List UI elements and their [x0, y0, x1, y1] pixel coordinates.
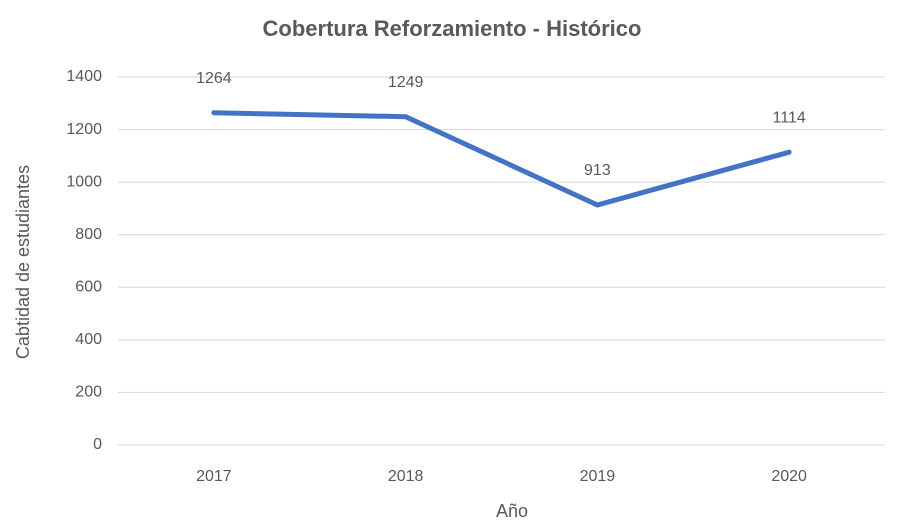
chart-title: Cobertura Reforzamiento - Histórico: [263, 16, 642, 41]
y-tick-label: 0: [93, 436, 102, 453]
x-tick-label: 2020: [771, 468, 807, 485]
y-tick-label: 1400: [66, 68, 102, 85]
x-tick-label: 2017: [196, 468, 232, 485]
y-tick-label: 200: [75, 384, 102, 401]
y-tick-label: 800: [75, 226, 102, 243]
data-label: 913: [584, 162, 611, 179]
line: [211, 110, 792, 208]
data-label: 1249: [388, 74, 424, 91]
data-label: 1264: [196, 70, 232, 87]
y-tick-label: 600: [75, 279, 102, 296]
x-tick-label: 2019: [580, 468, 616, 485]
x-axis-title: Año: [496, 501, 528, 521]
y-axis-title: Cabtidad de estudiantes: [13, 165, 33, 359]
y-tick-label: 400: [75, 331, 102, 348]
x-tick-label: 2018: [388, 468, 424, 485]
y-tick-label: 1200: [66, 121, 102, 138]
y-tick-label: 1000: [66, 173, 102, 190]
data-label: 1114: [773, 109, 806, 126]
